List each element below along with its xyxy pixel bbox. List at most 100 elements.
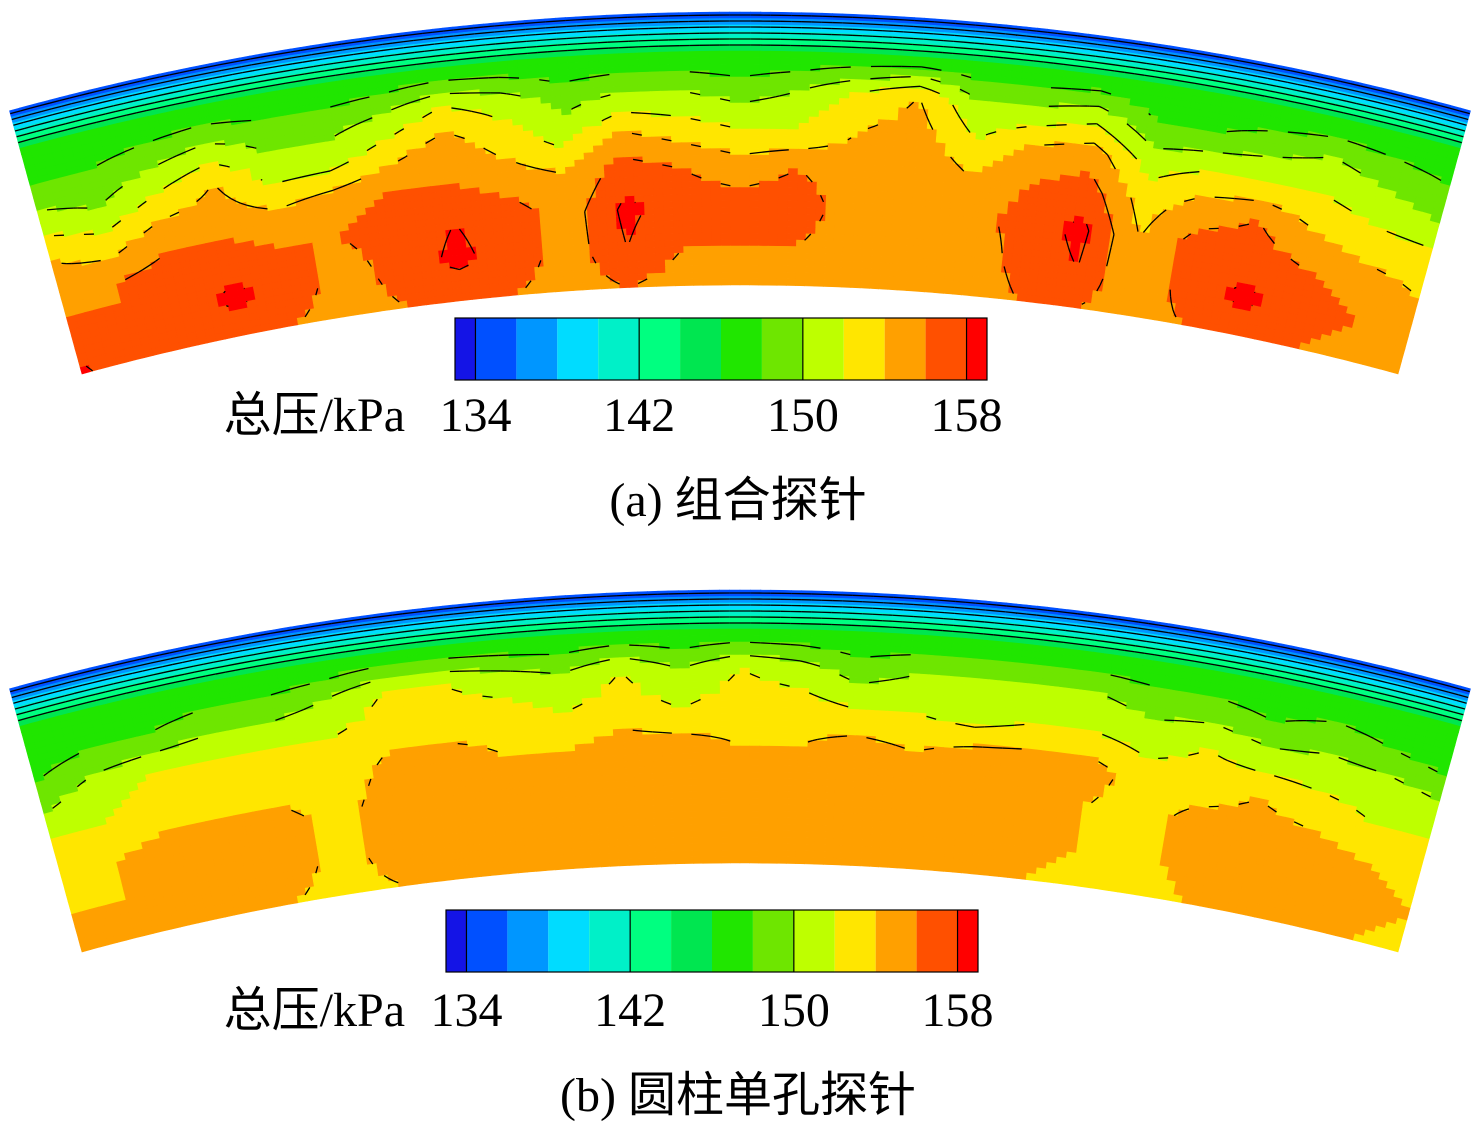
contour-cell [670,116,682,124]
contour-cell [642,169,654,177]
contour-cell [709,96,721,104]
contour-cell [828,117,840,125]
contour-cell [962,164,974,173]
contour-cell [884,178,895,186]
contour-cell [777,206,789,215]
contour-cell [730,232,741,240]
contour-cell [729,89,741,97]
contour-cell [951,176,963,185]
contour-cell [837,123,849,132]
contour-cell [940,201,952,210]
contour-cell [621,130,633,139]
contour-cell [963,151,975,160]
contour-cell [887,119,899,128]
contour-cell [889,74,902,83]
contour-cell [682,200,693,208]
contour-cell [659,71,671,79]
contour-cell [864,183,876,192]
contour-cell [739,148,751,156]
contour-cell [672,194,683,202]
contour-cell [648,58,660,66]
contour-cell [682,233,694,241]
contour-cell [594,171,606,179]
contour-cell [559,225,571,234]
contour-cell [796,213,807,222]
contour-cell [966,229,978,238]
contour-cell [529,84,541,93]
contour-cell [969,197,981,206]
contour-cell [828,123,839,132]
contour-cell [532,129,544,138]
contour-cell [894,172,905,181]
contour-cell [669,77,681,85]
contour-cell [929,220,941,229]
contour-cell [818,123,830,131]
contour-cell [961,59,973,68]
contour-cell [700,115,711,124]
contour-cell [872,27,884,36]
contour-cell [625,208,636,217]
contour-cell [604,170,615,179]
contour-cell [880,60,892,69]
contour-cell [827,143,839,151]
contour-cell [531,116,543,125]
contour-cell [673,233,684,241]
contour-cell [631,123,643,132]
contour-cell [888,100,900,109]
contour-cell [959,203,971,212]
contour-cell [971,60,984,69]
contour-cell [558,69,570,77]
contour-cell [970,191,981,200]
contour-cell [510,105,523,114]
contour-cell [769,115,780,124]
contour-cell [569,231,580,240]
contour-cell [701,219,712,228]
contour-cell [789,77,801,85]
contour-cell [876,138,888,147]
contour-cell [692,213,703,221]
contour-cell [663,227,675,235]
contour-cell [560,101,572,110]
contour-cell [898,94,910,103]
contour-cell [609,79,621,88]
contour-cell [787,181,799,189]
contour-cell [476,62,489,71]
contour-cell [567,198,578,207]
contour-cell [867,131,878,140]
contour-cell [537,194,549,203]
contour-cell [719,50,731,58]
contour-cell [788,122,800,131]
contour-cell [576,28,588,37]
contour-cell [778,128,790,137]
contour-cell [730,193,741,201]
contour-cell [513,137,525,146]
contour-cell [644,208,655,216]
contour-cell [768,219,779,228]
contour-cell [521,221,532,230]
contour-cell [496,60,509,69]
contour-cell [682,194,693,202]
contour-cell [729,18,741,26]
contour-cell [779,102,790,111]
contour-cell [844,195,856,204]
contour-cell [838,117,850,126]
contour-cell [569,81,581,90]
contour-cell [690,128,702,137]
contour-cell [556,186,568,195]
contour-cell [866,138,878,146]
contour-cell [643,188,655,197]
contour-cell [909,88,921,97]
contour-cell [647,25,659,34]
contour-cell [518,78,530,87]
contour-cell [623,163,634,171]
contour-cell [838,110,850,119]
contour-cell [551,108,563,117]
contour-cell [759,115,770,124]
contour-cell [670,129,682,137]
contour-cell [549,219,561,228]
contour-cell [916,134,928,143]
contour-cell [499,197,511,206]
contour-cell [749,206,760,214]
contour-cell [913,179,924,188]
contour-cell [749,109,761,117]
